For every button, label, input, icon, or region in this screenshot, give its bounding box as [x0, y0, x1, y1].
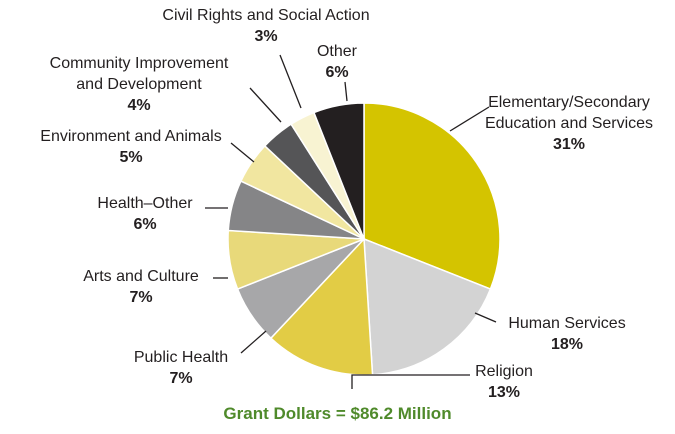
slice-label-6: Health–Other — [97, 195, 193, 212]
leader-line-4 — [240, 330, 267, 354]
slice-label-1: Elementary/Secondary — [488, 94, 650, 111]
leader-line-1 — [449, 106, 490, 132]
leader-line-10 — [344, 81, 348, 102]
slice-percent-3: 13% — [488, 384, 520, 401]
leader-line-8 — [249, 87, 282, 123]
chart-footer: Grant Dollars = $86.2 Million — [223, 404, 452, 423]
leader-line-9 — [279, 54, 302, 109]
slice-percent-7: 5% — [119, 149, 142, 166]
leader-line-3 — [351, 374, 470, 389]
pie-slice-2 — [363, 237, 492, 376]
slice-label-7: Environment and Animals — [40, 128, 221, 145]
slice-percent-10: 6% — [325, 64, 348, 81]
slice-percent-2: 18% — [551, 336, 583, 353]
pie-slice-10 — [312, 102, 365, 240]
slice-percent-6: 6% — [133, 216, 156, 233]
slice-percent-8: 4% — [127, 97, 150, 114]
slice-label-4: Public Health — [134, 349, 228, 366]
slice-label-9: Civil Rights and Social Action — [162, 7, 369, 24]
slice-label-1: Education and Services — [485, 115, 653, 132]
slice-percent-4: 7% — [169, 370, 192, 387]
slice-label-3: Religion — [475, 363, 533, 380]
slice-percent-1: 31% — [553, 136, 585, 153]
slice-label-10: Other — [317, 43, 358, 60]
leader-line-7 — [230, 142, 255, 163]
pie-slice-1 — [363, 102, 501, 291]
slice-label-5: Arts and Culture — [83, 268, 199, 285]
slice-percent-5: 7% — [129, 289, 152, 306]
leader-line-2 — [474, 312, 497, 323]
slice-label-8: and Development — [76, 76, 202, 93]
slice-label-8: Community Improvement — [50, 55, 229, 72]
slice-percent-9: 3% — [254, 28, 277, 45]
slice-label-2: Human Services — [508, 315, 625, 332]
